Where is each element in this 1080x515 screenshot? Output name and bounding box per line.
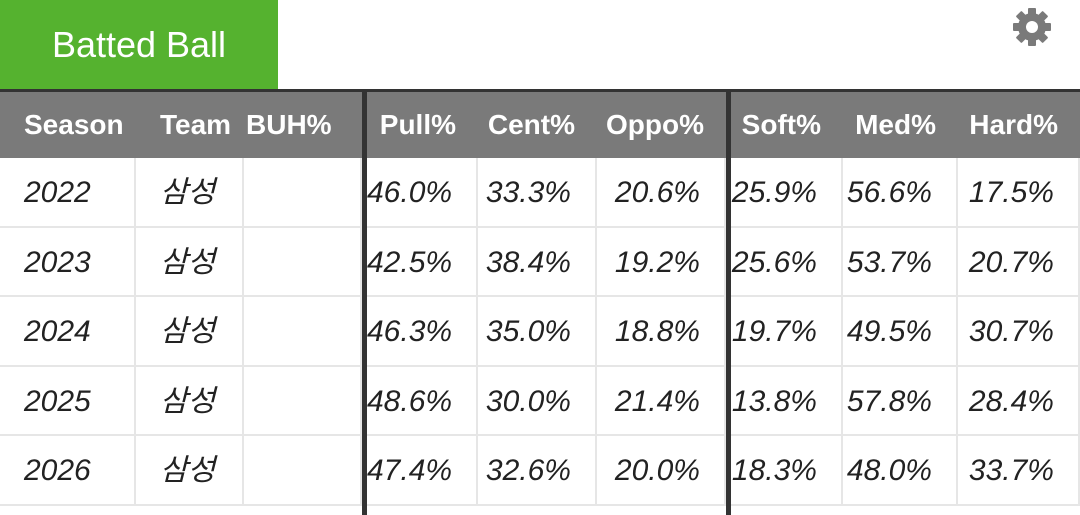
value-cell: 32.6% xyxy=(478,436,597,506)
value-cell: 20.0% xyxy=(597,436,726,506)
value-cell: 30.7% xyxy=(958,297,1080,367)
value-cell: 48.0% xyxy=(843,436,958,506)
empty-cell xyxy=(244,158,362,228)
season-cell: 2025 xyxy=(0,366,136,436)
season-cell: 2022 xyxy=(0,158,136,228)
column-header: Oppo% xyxy=(606,109,704,140)
stats-table: Season Team BUH% Pull% Cent% Oppo% Soft% Med% Ha… xyxy=(0,92,1080,515)
season-cell: 2024 xyxy=(0,297,136,367)
value-cell: 33.3% xyxy=(478,158,597,228)
column-header: Hard% xyxy=(969,109,1058,140)
value-cell: 35.0% xyxy=(478,297,597,367)
value-cell: 25.6% xyxy=(731,227,843,297)
value-cell: 46.0% xyxy=(367,158,478,228)
empty-cell xyxy=(244,436,362,506)
value-cell: 20.6% xyxy=(597,158,726,228)
value-cell: 20.7% xyxy=(958,227,1080,297)
team-cell: 삼성 xyxy=(136,436,244,506)
empty-cell xyxy=(244,227,362,297)
value-cell: 57.8% xyxy=(843,366,958,436)
empty-cell xyxy=(244,297,362,367)
team-cell: 삼성 xyxy=(136,158,244,228)
column-header: BUH% xyxy=(246,109,332,140)
value-cell: 48.6% xyxy=(367,366,478,436)
value-cell: 33.7% xyxy=(958,436,1080,506)
empty-cell xyxy=(244,366,362,436)
value-cell: 18.8% xyxy=(597,297,726,367)
divider xyxy=(0,89,1080,92)
value-cell: 30.0% xyxy=(478,366,597,436)
season-cell: 2023 xyxy=(0,227,136,297)
value-cell: 56.6% xyxy=(843,158,958,228)
team-cell: 삼성 xyxy=(136,227,244,297)
header-bar xyxy=(0,92,1080,158)
value-cell: 21.4% xyxy=(597,366,726,436)
value-cell: 18.3% xyxy=(731,436,843,506)
value-cell: 42.5% xyxy=(367,227,478,297)
value-cell: 13.8% xyxy=(731,366,843,436)
value-cell: 49.5% xyxy=(843,297,958,367)
section-divider xyxy=(362,92,367,515)
section-divider xyxy=(726,92,731,515)
value-cell: 47.4% xyxy=(367,436,478,506)
season-cell: 2026 xyxy=(0,436,136,506)
settings-icon[interactable] xyxy=(1008,5,1056,49)
value-cell: 38.4% xyxy=(478,227,597,297)
column-header: Team xyxy=(160,109,232,140)
value-cell: 17.5% xyxy=(958,158,1080,228)
column-header: Soft% xyxy=(741,109,821,140)
column-header: Med% xyxy=(855,109,936,140)
column-header: Pull% xyxy=(379,109,456,140)
team-cell: 삼성 xyxy=(136,366,244,436)
value-cell: 19.2% xyxy=(597,227,726,297)
column-header: Season xyxy=(24,109,124,140)
value-cell: 25.9% xyxy=(731,158,843,228)
team-cell: 삼성 xyxy=(136,297,244,367)
tab[interactable]: Batted Ball xyxy=(0,0,278,90)
column-header: Cent% xyxy=(487,109,575,140)
value-cell: 53.7% xyxy=(843,227,958,297)
value-cell: 28.4% xyxy=(958,366,1080,436)
value-cell: 19.7% xyxy=(731,297,843,367)
value-cell: 46.3% xyxy=(367,297,478,367)
